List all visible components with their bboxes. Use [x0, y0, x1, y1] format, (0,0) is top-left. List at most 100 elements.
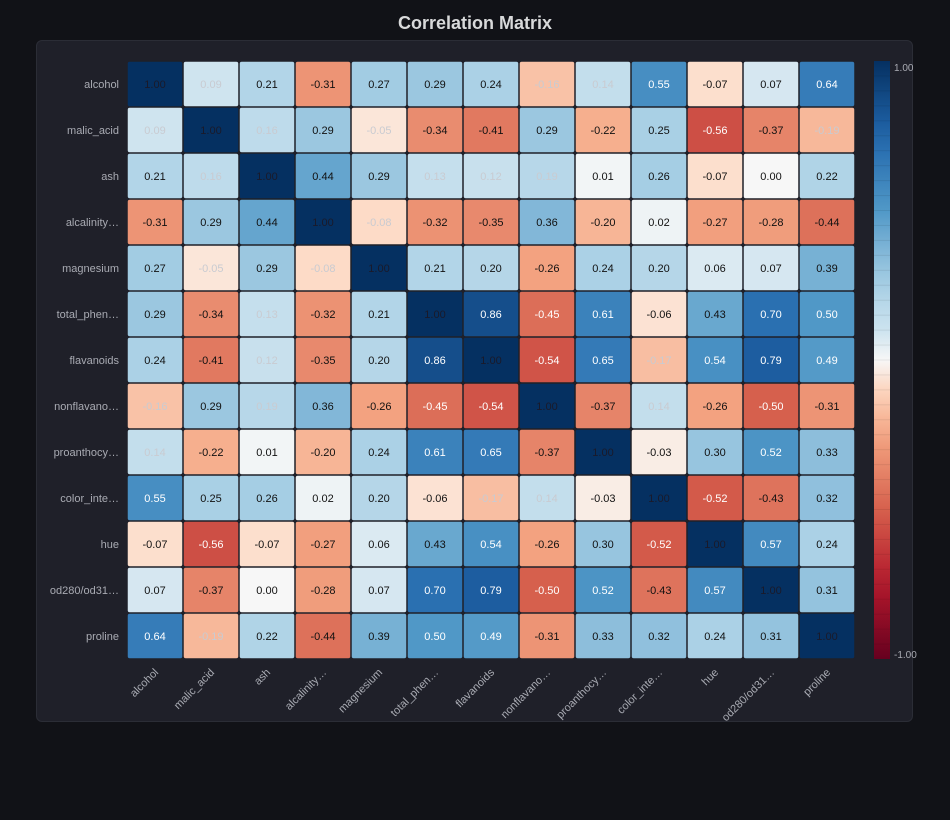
cell-value-label: -0.08: [310, 263, 335, 275]
cell-value-label: 1.00: [256, 171, 277, 183]
cell-value-label: 0.19: [536, 171, 557, 183]
heatmap-cell: [239, 383, 295, 429]
cell-value-label: 0.44: [256, 217, 277, 229]
heatmap-cell: [687, 383, 743, 429]
cell-value-label: 1.00: [536, 401, 557, 413]
heatmap-cell: [687, 245, 743, 291]
cell-value-label: -0.54: [534, 355, 559, 367]
heatmap-cell: [407, 245, 463, 291]
heatmap-cell: [519, 383, 575, 429]
column-label: proline: [801, 667, 833, 699]
heatmap-cell: [687, 337, 743, 383]
cell-value-label: -0.20: [590, 217, 615, 229]
heatmap-cell: [183, 199, 239, 245]
heatmap-cell: [351, 61, 407, 107]
heatmap-cell: [295, 521, 351, 567]
heatmap-cell: [183, 153, 239, 199]
heatmap-cell: [519, 567, 575, 613]
cell-value-label: 0.61: [592, 309, 613, 321]
heatmap-cell: [407, 383, 463, 429]
cell-value-label: -0.16: [534, 79, 559, 91]
heatmap-cell: [351, 245, 407, 291]
cell-value-label: -0.35: [478, 217, 503, 229]
column-label: hue: [700, 667, 721, 688]
cell-value-label: 0.30: [704, 447, 725, 459]
heatmap-cell: [127, 337, 183, 383]
heatmap-cell: [183, 429, 239, 475]
cell-value-label: -0.06: [646, 309, 671, 321]
cell-value-label: 0.22: [816, 171, 837, 183]
cell-value-label: 0.32: [816, 493, 837, 505]
heatmap-cell: [463, 153, 519, 199]
heatmap-cell: [575, 61, 631, 107]
cell-value-label: -0.31: [142, 217, 167, 229]
heatmap-cell: [183, 521, 239, 567]
heatmap-cell: [239, 429, 295, 475]
color-scale-bar: [874, 61, 890, 659]
cell-value-label: -0.34: [422, 125, 447, 137]
cell-value-label: 0.33: [816, 447, 837, 459]
heatmap-cell: [519, 475, 575, 521]
cell-value-label: 0.32: [648, 631, 669, 643]
cell-value-label: 0.52: [760, 447, 781, 459]
heatmap-cell: [183, 107, 239, 153]
cell-value-label: -0.45: [422, 401, 447, 413]
heatmap-cell: [183, 475, 239, 521]
heatmap-cell: [631, 475, 687, 521]
heatmap-cell: [183, 613, 239, 659]
heatmap-cell: [407, 521, 463, 567]
cell-value-label: 0.24: [816, 539, 837, 551]
heatmap-cell: [687, 107, 743, 153]
row-label: hue: [101, 539, 119, 551]
heatmap-cell: [743, 429, 799, 475]
cell-value-label: 1.00: [816, 631, 837, 643]
heatmap-cell: [743, 107, 799, 153]
heatmap-cell: [799, 613, 855, 659]
heatmap-cell: [743, 521, 799, 567]
cell-value-label: -0.34: [198, 309, 223, 321]
cell-value-label: -0.07: [702, 79, 727, 91]
heatmap-cell: [687, 475, 743, 521]
heatmap-cell: [575, 567, 631, 613]
heatmap-cell: [575, 521, 631, 567]
heatmap-cell: [687, 613, 743, 659]
heatmap-cell: [519, 429, 575, 475]
heatmap-cell: [799, 337, 855, 383]
cell-value-label: 0.13: [256, 309, 277, 321]
cell-value-label: 0.50: [816, 309, 837, 321]
heatmap-cell: [239, 567, 295, 613]
heatmap-cell: [743, 199, 799, 245]
heatmap-cell: [239, 153, 295, 199]
heatmap-cell: [127, 521, 183, 567]
cell-value-label: 0.14: [536, 493, 557, 505]
heatmap-cell: [239, 475, 295, 521]
cell-value-label: -0.54: [478, 401, 503, 413]
cell-value-label: -0.07: [254, 539, 279, 551]
cell-value-label: 0.54: [704, 355, 725, 367]
cell-value-label: 1.00: [480, 355, 501, 367]
heatmap-cell: [631, 245, 687, 291]
heatmap-cell: [127, 199, 183, 245]
heatmap-cell: [351, 291, 407, 337]
heatmap-cell: [183, 291, 239, 337]
heatmap-cell: [407, 291, 463, 337]
cell-value-label: -0.35: [310, 355, 335, 367]
cell-value-label: -0.45: [534, 309, 559, 321]
cell-value-label: -0.52: [646, 539, 671, 551]
cell-value-label: 0.20: [368, 355, 389, 367]
heatmap-cell: [239, 245, 295, 291]
heatmap-cell: [631, 521, 687, 567]
heatmap-cell: [183, 337, 239, 383]
cell-value-label: 0.19: [256, 401, 277, 413]
cell-value-label: 0.09: [200, 79, 221, 91]
cell-value-label: 0.14: [592, 79, 613, 91]
cell-value-label: -0.31: [534, 631, 559, 643]
cell-value-label: 1.00: [760, 585, 781, 597]
cell-value-label: 0.12: [256, 355, 277, 367]
cell-value-label: 0.01: [256, 447, 277, 459]
cell-value-label: 0.25: [200, 493, 221, 505]
heatmap-cell: [351, 153, 407, 199]
heatmap-cell: [799, 567, 855, 613]
heatmap-cell: [407, 199, 463, 245]
cell-value-label: 0.65: [592, 355, 613, 367]
